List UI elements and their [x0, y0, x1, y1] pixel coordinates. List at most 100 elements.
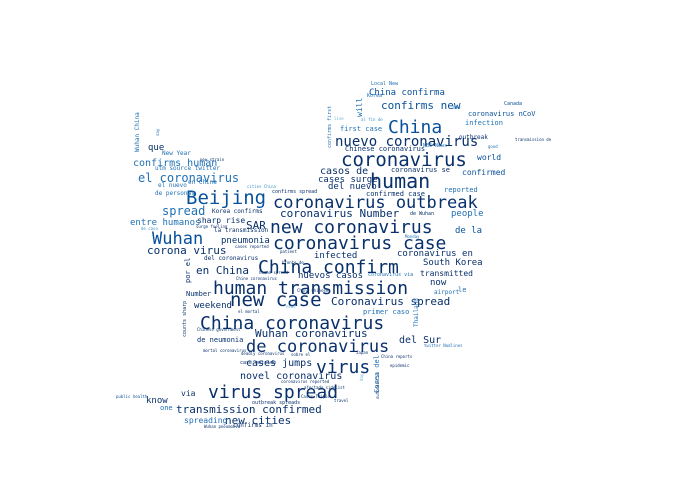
cloud-word: say [155, 128, 160, 136]
cloud-word: que [148, 143, 164, 153]
cloud-word: transmitted [420, 269, 473, 278]
cloud-word: twitter Nadlines [424, 343, 463, 348]
cloud-word: cases reported [235, 244, 269, 249]
cloud-word: pneumonia [221, 236, 270, 246]
cloud-word: weekend [194, 301, 232, 311]
cloud-word: en Chine [188, 179, 217, 186]
cloud-word: Wuhan pneumonia [204, 424, 241, 429]
cloud-word: Corea del [373, 355, 381, 393]
cloud-word: one [160, 404, 173, 412]
cloud-word: de personas [155, 190, 195, 197]
cloud-word: de Wuhan [410, 211, 434, 217]
cloud-word: cities China [247, 184, 276, 189]
cloud-word: sobre el [291, 352, 311, 357]
cloud-word: outbreak is [375, 372, 380, 399]
cloud-word: Canada [504, 101, 522, 107]
cloud-word: entre humanos [130, 218, 200, 228]
cloud-word: new strain [200, 157, 225, 162]
cloud-word: Korea [367, 93, 382, 99]
cloud-word: primer caso [363, 308, 409, 316]
cloud-word: China reports [381, 354, 413, 359]
cloud-word: people [451, 209, 484, 219]
cloud-word: en China [196, 264, 249, 277]
cloud-word: del Sur [399, 335, 441, 346]
cloud-word: Thailand [413, 298, 420, 327]
cloud-word: Beijing [186, 187, 266, 209]
cloud-word: outbreak spreads [252, 400, 300, 406]
cloud-word: bronte de [282, 260, 304, 265]
cloud-word: coronavirus se [391, 166, 450, 174]
cloud-word: coronavirus nCoV [468, 110, 536, 118]
cloud-word: sharp rise [197, 216, 245, 225]
cloud-word: new coronavirus [270, 217, 433, 238]
cloud-word: deadly coronavirus [241, 351, 285, 356]
cloud-word: South Korea [423, 258, 483, 268]
cloud-word: por el [184, 258, 192, 283]
cloud-word: transmission confirmed [176, 403, 322, 416]
cloud-word: live [334, 116, 344, 121]
cloud-word: Local New [371, 81, 399, 87]
cloud-word: epidemic [390, 363, 410, 368]
cloud-word: world [477, 153, 501, 162]
cloud-word: Chine coronavirus [236, 276, 278, 281]
cloud-word: la transmission [214, 227, 269, 234]
cloud-word: New Year [162, 150, 191, 157]
cloud-word: el mortal [238, 309, 260, 314]
cloud-word: airport [434, 289, 460, 296]
cloud-word: Chinese government [197, 327, 241, 332]
cloud-word: Wuhan China [134, 112, 141, 152]
cloud-word: coronavirus via [368, 272, 413, 278]
cloud-word: el nuevo [158, 182, 187, 189]
cloud-word: China confirma [369, 88, 445, 98]
cloud-word: casos de [320, 166, 368, 177]
cloud-word: coronavirus en [397, 249, 473, 259]
cloud-word: travel [334, 398, 349, 403]
cloud-word: del nuevo [328, 182, 377, 192]
cloud-word: NBC News [423, 143, 447, 149]
cloud-word: cases jumps [246, 358, 312, 369]
cloud-word: utm source twitter [155, 165, 220, 172]
cloud-word: Cases Triple [301, 394, 330, 399]
cloud-word: mortal coronavirus [203, 348, 247, 353]
cloud-word: China [388, 117, 442, 138]
cloud-word: reported [444, 186, 478, 194]
cloud-word: confirms first [327, 106, 333, 148]
cloud-word: outbreak [459, 134, 488, 141]
cloud-word: cases surge [318, 175, 378, 185]
cloud-word: case outside [240, 360, 276, 366]
cloud-word: China coronavirus [200, 313, 384, 334]
cloud-word: new case [230, 289, 322, 311]
cloud-word: de coronavirus [246, 337, 389, 357]
cloud-word: el coronavirus [138, 171, 239, 185]
cloud-word: coronavirus case [273, 233, 446, 254]
cloud-word: Wuhan coronavirus [255, 327, 368, 340]
cloud-word: new cities [225, 414, 291, 427]
cloud-word: coronavirus Number [280, 207, 400, 220]
cloud-word: Number [186, 290, 211, 298]
cloud-word: will [355, 98, 364, 117]
cloud-word: Japan [356, 350, 369, 355]
cloud-word: new [453, 105, 461, 110]
cloud-word: via [181, 389, 196, 398]
cloud-word: first case [340, 125, 382, 133]
cloud-word: counts sharp [182, 301, 188, 337]
cloud-word: confirms spread [272, 189, 317, 195]
cloud-word: al fin de [361, 117, 383, 122]
cloud-word: good [488, 144, 498, 149]
cloud-word: afectado sidelist [304, 385, 346, 390]
cloud-word: human [370, 169, 430, 193]
cloud-word: SAR [246, 219, 266, 232]
cloud-word: del coronavirus [204, 255, 259, 262]
cloud-word: infected [314, 251, 357, 261]
cloud-word: surge fueling [196, 224, 228, 229]
cloud-word: news [286, 304, 296, 309]
cloud-word: Korea confirms [212, 208, 263, 215]
cloud-word: confirms new [381, 99, 461, 112]
cloud-word: le [458, 286, 466, 294]
cloud-word: know [146, 396, 168, 406]
cloud-word: day [359, 373, 364, 381]
cloud-word: human transmission [213, 278, 408, 299]
cloud-word: public health [116, 394, 148, 399]
cloud-word: Chinese coronavirus [345, 145, 425, 153]
cloud-word: virus [316, 357, 370, 378]
